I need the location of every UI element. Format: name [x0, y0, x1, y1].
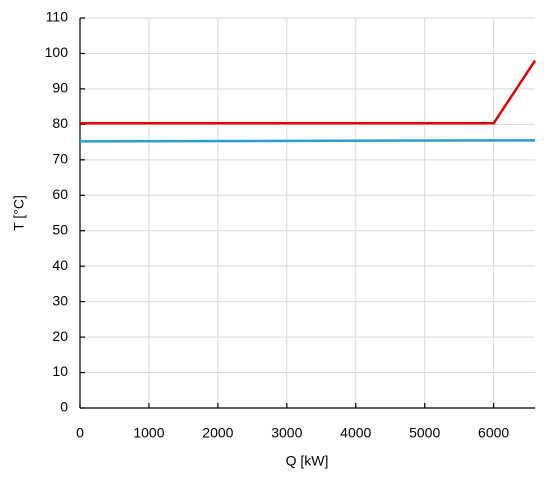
x-axis-title: Q [kW]: [286, 453, 329, 469]
y-tick-label: 40: [52, 257, 68, 273]
x-tick-label: 1000: [133, 425, 164, 441]
y-tick-label: 30: [52, 292, 68, 308]
x-tick-label: 2000: [202, 425, 233, 441]
x-tick-label: 3000: [271, 425, 302, 441]
y-tick-label: 80: [52, 115, 68, 131]
y-tick-label: 90: [52, 80, 68, 96]
y-tick-label: 20: [52, 328, 68, 344]
x-tick-label: 5000: [409, 425, 440, 441]
y-tick-label: 100: [45, 44, 69, 60]
y-tick-label: 110: [46, 9, 69, 25]
series-line: [80, 59, 537, 125]
y-axis-title: T [°C]: [11, 195, 27, 231]
y-tick-label: 60: [52, 186, 68, 202]
x-tick-label: 0: [76, 425, 84, 441]
y-tick-label: 10: [52, 363, 68, 379]
y-tick-label: 70: [52, 151, 68, 167]
series-line: [79, 139, 536, 143]
x-tick-label: 4000: [340, 425, 371, 441]
y-tick-label: 0: [60, 399, 68, 415]
y-tick-label: 50: [52, 221, 68, 237]
x-tick-label: 6000: [478, 425, 509, 441]
